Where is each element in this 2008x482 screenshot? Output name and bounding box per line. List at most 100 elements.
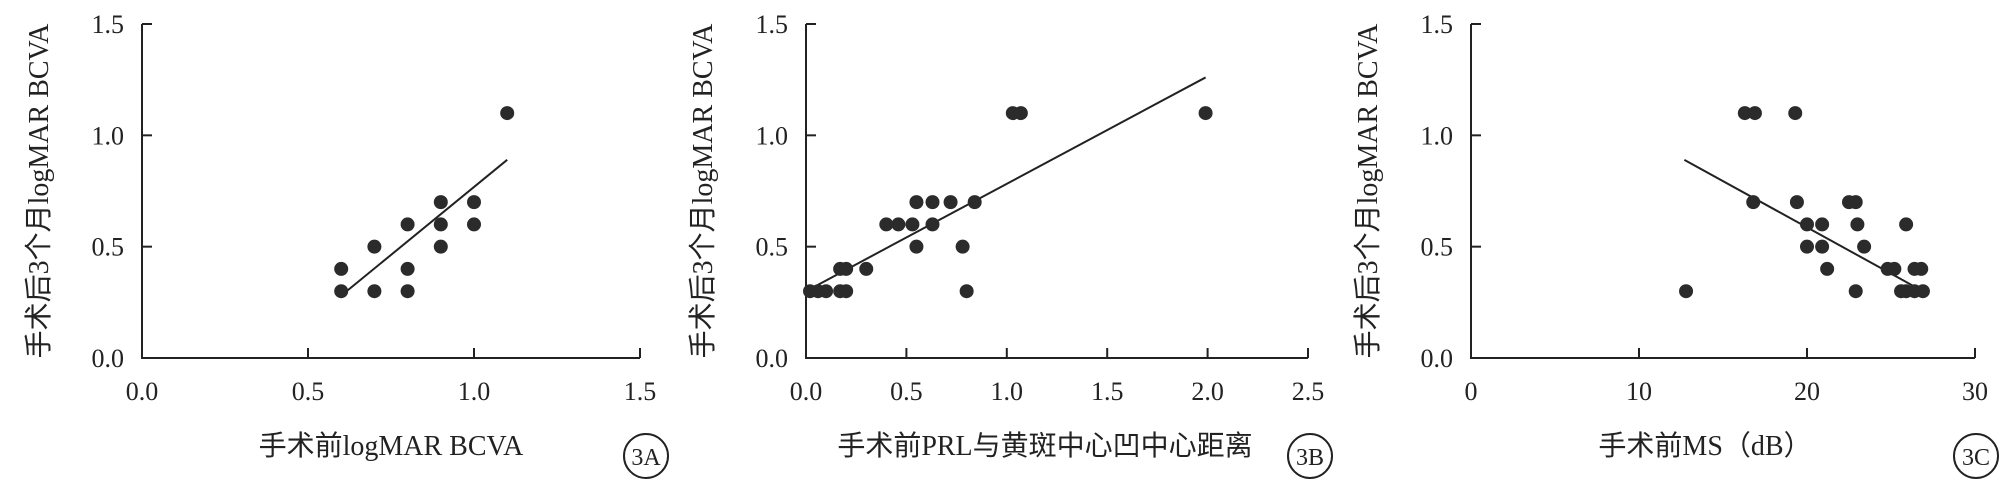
data-point <box>1915 284 1930 299</box>
axes-frame <box>1470 24 1975 359</box>
x-tick-label: 1.5 <box>1091 377 1124 406</box>
data-point <box>1800 239 1814 254</box>
data-point <box>1848 284 1863 299</box>
y-tick-label: 0.5 <box>92 233 125 262</box>
x-tick-label: 0 <box>1465 377 1478 406</box>
badge-circle <box>623 433 669 479</box>
panel-badge: 3B <box>1287 433 1333 479</box>
data-point <box>1679 284 1694 299</box>
y-tick-label: 0.0 <box>92 344 125 373</box>
x-tick-label: 0.5 <box>292 377 325 406</box>
data-point <box>1737 106 1752 121</box>
data-point <box>1857 239 1872 254</box>
tick-marks <box>141 23 641 359</box>
x-tick-label: 0.0 <box>790 377 823 406</box>
badge-circle <box>1287 433 1333 479</box>
x-tick-label: 1.5 <box>624 377 657 406</box>
data-point <box>433 217 448 232</box>
x-tick-label: 20 <box>1794 377 1820 406</box>
data-point <box>367 239 382 254</box>
y-tick-labels: 0.0 0.5 1.0 1.5 <box>756 10 789 373</box>
data-point <box>500 106 515 121</box>
badge-label: 3B <box>1296 445 1324 471</box>
y-tick-label: 0.5 <box>1421 233 1454 262</box>
badge-label: 3A <box>631 445 661 471</box>
data-point <box>433 239 448 254</box>
panel-3a: 0.0 0.5 1.0 1.5 0.0 0.5 1.0 1.5 手术前logMAR BCVA… <box>23 10 669 479</box>
data-point <box>955 239 970 254</box>
data-point <box>859 261 874 276</box>
data-point <box>1815 217 1830 232</box>
y-axis-label: 手术后3个月logMAR BCVA <box>687 23 719 359</box>
data-points <box>1679 106 1930 299</box>
regression-line <box>340 159 508 297</box>
data-point <box>1899 217 1914 232</box>
data-point <box>839 261 854 276</box>
data-point <box>925 195 940 210</box>
y-tick-label: 1.0 <box>92 121 125 150</box>
data-point <box>400 261 415 276</box>
data-point <box>879 217 894 232</box>
x-tick-label: 0.0 <box>126 377 159 406</box>
y-tick-label: 1.0 <box>1421 121 1454 150</box>
data-point <box>1850 217 1865 232</box>
data-point <box>1815 239 1830 254</box>
x-tick-label: 10 <box>1626 377 1652 406</box>
data-point <box>1848 195 1863 210</box>
y-axis-label: 手术后3个月logMAR BCVA <box>23 23 55 359</box>
x-tick-label: 1.0 <box>991 377 1024 406</box>
data-point <box>1800 217 1814 232</box>
data-point <box>433 195 448 210</box>
y-tick-labels: 0.0 0.5 1.0 1.5 <box>92 10 125 373</box>
x-tick-labels: 0 10 20 30 <box>1465 377 1989 406</box>
y-axis-label: 手术后3个月logMAR BCVA <box>1352 23 1384 359</box>
x-tick-label: 0.5 <box>890 377 923 406</box>
x-axis-label: 手术前logMAR BCVA <box>259 430 525 462</box>
data-point <box>467 195 481 210</box>
data-point <box>1914 261 1929 276</box>
y-tick-label: 0.0 <box>1421 344 1454 373</box>
tick-marks <box>805 23 1309 359</box>
data-point <box>367 284 382 299</box>
y-tick-labels: 0.0 0.5 1.0 1.5 <box>1421 10 1454 373</box>
x-tick-labels: 0.0 0.5 1.0 1.5 2.0 2.5 <box>790 377 1325 406</box>
data-point <box>891 217 906 232</box>
data-point <box>1198 106 1213 121</box>
y-tick-label: 1.5 <box>1421 10 1454 39</box>
data-point <box>334 284 349 299</box>
x-tick-label: 2.0 <box>1191 377 1224 406</box>
data-point <box>967 195 982 210</box>
tick-marks <box>1470 23 1976 359</box>
data-points <box>803 106 1213 299</box>
y-tick-label: 1.5 <box>756 10 789 39</box>
panel-badge: 3A <box>623 433 669 479</box>
x-tick-labels: 0.0 0.5 1.0 1.5 <box>126 377 657 406</box>
x-axis-label: 手术前MS（dB） <box>1598 430 1811 462</box>
data-point <box>1747 106 1762 121</box>
panel-3b: 0.0 0.5 1.0 1.5 0.0 0.5 1.0 1.5 2.0 2.5 手术前PRL与黄… <box>687 10 1333 479</box>
data-point <box>400 217 415 232</box>
panel-3c: 0.0 0.5 1.0 1.5 0 10 20 30 手术前MS（dB） 手术后3个月log… <box>1352 10 1999 479</box>
data-point <box>1746 195 1761 210</box>
panel-badge: 3C <box>1953 433 1999 479</box>
data-point <box>1789 195 1804 210</box>
x-axis-label: 手术前PRL与黄斑中心凹中心距离 <box>837 430 1252 462</box>
data-point <box>905 217 920 232</box>
data-point <box>1820 261 1835 276</box>
data-point <box>1013 106 1028 121</box>
badge-label: 3C <box>1962 445 1990 471</box>
data-point <box>943 195 958 210</box>
data-points <box>334 106 515 299</box>
regression-line <box>805 76 1207 293</box>
y-tick-label: 0.0 <box>756 344 789 373</box>
data-point <box>839 284 854 299</box>
data-point <box>1788 106 1803 121</box>
data-point <box>959 284 974 299</box>
x-tick-label: 2.5 <box>1292 377 1325 406</box>
data-point <box>925 217 940 232</box>
data-point <box>467 217 481 232</box>
data-point <box>1887 261 1902 276</box>
data-point <box>400 284 415 299</box>
x-tick-label: 1.0 <box>458 377 491 406</box>
